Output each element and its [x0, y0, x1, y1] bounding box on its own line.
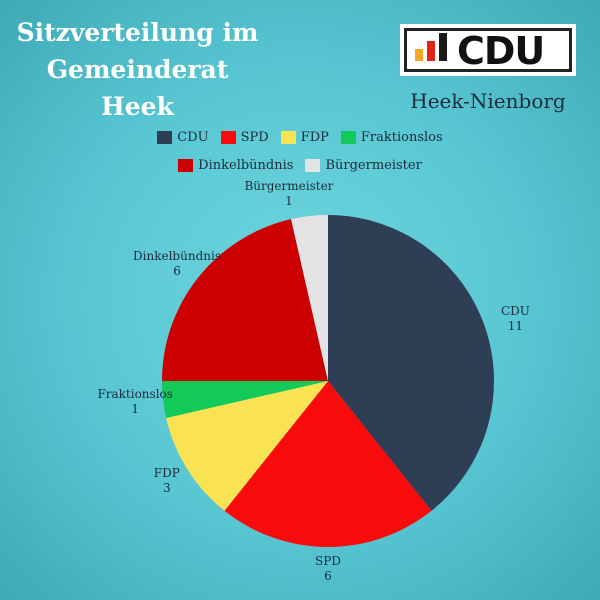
slice-label: Dinkelbündnis 6 — [133, 249, 221, 278]
pie-slice — [166, 381, 328, 511]
pie-slice — [328, 215, 494, 511]
pie-slice — [162, 381, 328, 418]
pie-slice — [291, 215, 328, 381]
legend-row-2: Dinkelbündnis Bürgermeister — [0, 158, 600, 173]
legend-item: CDU — [157, 130, 209, 145]
legend-swatch — [178, 159, 194, 172]
legend-label: SPD — [240, 130, 269, 145]
title-line-3: Heek — [101, 92, 174, 121]
legend-item: FDP — [280, 130, 329, 145]
legend-item: Dinkelbündnis — [178, 158, 293, 173]
legend-item: Fraktionslos — [340, 130, 443, 145]
logo-bars-icon — [415, 31, 451, 61]
chart-title: Sitzverteilung im Gemeinderat Heek — [10, 14, 265, 125]
title-line-1: Sitzverteilung im — [16, 18, 259, 47]
legend-item: Bürgermeister — [305, 158, 422, 173]
legend-label: Dinkelbündnis — [198, 158, 294, 173]
slice-label: Fraktionslos 1 — [97, 387, 172, 416]
legend-label: Fraktionslos — [360, 130, 443, 145]
slice-label: FDP 3 — [154, 466, 180, 495]
legend-swatch — [340, 131, 356, 144]
legend-swatch — [157, 131, 173, 144]
cdu-logo: CDU — [400, 24, 576, 76]
logo-frame: CDU — [404, 28, 572, 73]
title-line-2: Gemeinderat — [46, 55, 229, 84]
legend-row-1: CDU SPD FDP Fraktionslos — [0, 130, 600, 145]
legend-label: Bürgermeister — [325, 158, 422, 173]
pie-slice — [224, 381, 432, 547]
logo-text: CDU — [457, 29, 545, 73]
legend-label: CDU — [177, 130, 209, 145]
pie-slice — [162, 219, 328, 381]
slice-label: Bürgermeister 1 — [244, 179, 333, 208]
slice-label: SPD 6 — [315, 554, 341, 583]
legend-swatch — [220, 131, 236, 144]
legend-swatch — [280, 131, 296, 144]
legend-swatch — [305, 159, 321, 172]
subtitle: Heek-Nienborg — [410, 89, 566, 113]
legend-item: SPD — [220, 130, 269, 145]
slice-label: CDU 11 — [501, 304, 530, 333]
legend-label: FDP — [300, 130, 329, 145]
